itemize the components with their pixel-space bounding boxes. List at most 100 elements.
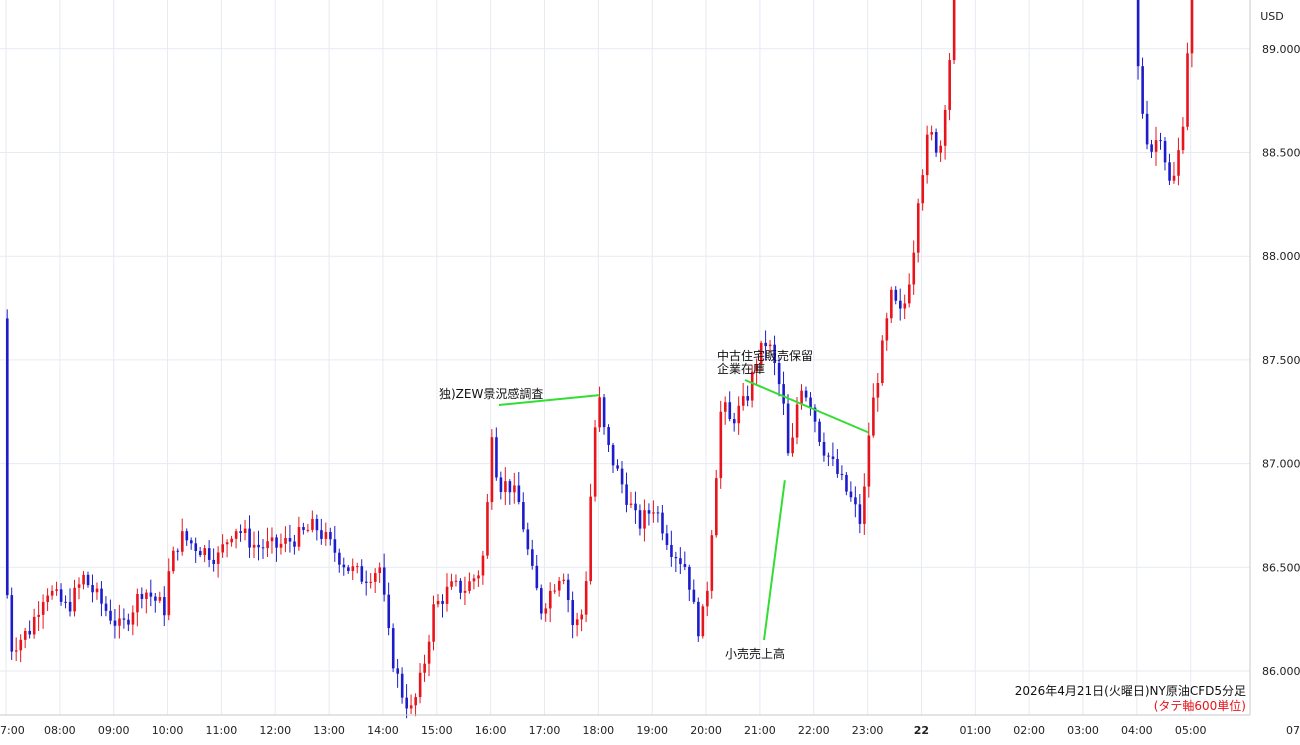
candle [611,442,615,474]
candle [616,459,619,472]
price-tick-label: 86.000 [1262,665,1300,678]
candle [225,539,229,558]
time-tick-label: 19:00 [636,724,668,737]
candle [365,570,368,596]
candle [706,581,709,617]
candle [288,524,292,553]
time-tick-label: 20:00 [690,724,722,737]
candle [800,384,803,410]
candle [185,528,189,546]
candle [82,571,85,590]
price-tick-label: 87.500 [1262,354,1300,367]
candle [741,382,745,411]
time-tick-label: 7:00 [0,724,25,737]
candle [91,574,94,603]
candle [907,273,911,308]
candle [414,693,417,717]
candle [19,634,23,663]
time-tick-label: 14:00 [367,724,399,737]
candle [634,491,637,524]
candle [145,589,148,614]
candle [1154,126,1158,166]
candle [338,548,341,573]
candle [140,587,144,609]
candle [526,522,530,556]
candle [782,371,785,415]
candle [324,522,328,546]
candle [943,105,947,160]
candle [203,544,207,563]
candle [746,385,750,407]
candle [629,492,633,508]
candle [840,465,844,481]
candle [719,400,723,489]
candle [122,608,126,629]
candle [378,562,382,583]
candle [436,594,440,608]
candle [23,627,27,649]
candle [32,608,36,639]
time-tick-label: 18:00 [582,724,614,737]
candle [46,588,49,611]
candle [715,469,718,538]
candle [643,499,646,542]
candle [95,582,99,600]
candle [557,576,561,597]
candle [270,527,274,554]
candle [580,609,583,632]
time-tick-label: 04:00 [1121,724,1153,737]
candle [540,584,543,620]
candle [903,294,907,320]
candle [320,518,323,545]
candle [522,492,525,533]
candles [6,0,1194,719]
candle [351,558,355,580]
candle [575,612,579,637]
candle [1186,42,1189,131]
candle [890,286,893,323]
candle [876,372,880,412]
candle [1163,137,1167,171]
candle [486,493,489,559]
candle [1150,139,1153,159]
candle [544,603,548,622]
candle [459,578,462,600]
candle [1181,117,1185,154]
time-axis: 7:00 08:00 09:00 10:00 11:00 12:00 13:00 14:00 1… [0,724,1300,737]
candle [535,554,539,591]
candle [795,396,799,445]
candle [809,392,812,416]
candle [930,125,934,141]
candle [827,452,830,467]
candle [329,527,332,546]
candle [387,582,391,636]
candle [1141,57,1144,119]
time-tick-label: 03:00 [1067,724,1099,737]
candle [172,546,175,574]
candle [445,573,449,612]
candle [284,526,287,553]
price-tick-label: 88.000 [1262,250,1300,263]
candle [37,601,41,632]
candle [531,539,534,570]
annotation-line-zew [498,394,600,406]
candle [854,486,857,518]
time-tick-label: 09:00 [98,724,130,737]
time-tick-label: 07:0 [1286,724,1300,737]
candle [450,573,453,590]
candle [562,573,566,585]
candle [728,391,732,422]
candle [548,582,552,623]
candle [777,357,781,397]
candle [373,568,377,594]
candle [369,573,373,589]
candle [266,527,269,557]
annotation-label-retail: 小売売上高 [725,646,785,661]
price-tick-label: 86.500 [1262,561,1300,574]
candle [472,574,476,590]
candle [885,312,889,351]
candle [109,599,112,625]
time-tick-label: 22:00 [798,724,830,737]
candle [899,288,902,321]
candle [508,479,512,505]
